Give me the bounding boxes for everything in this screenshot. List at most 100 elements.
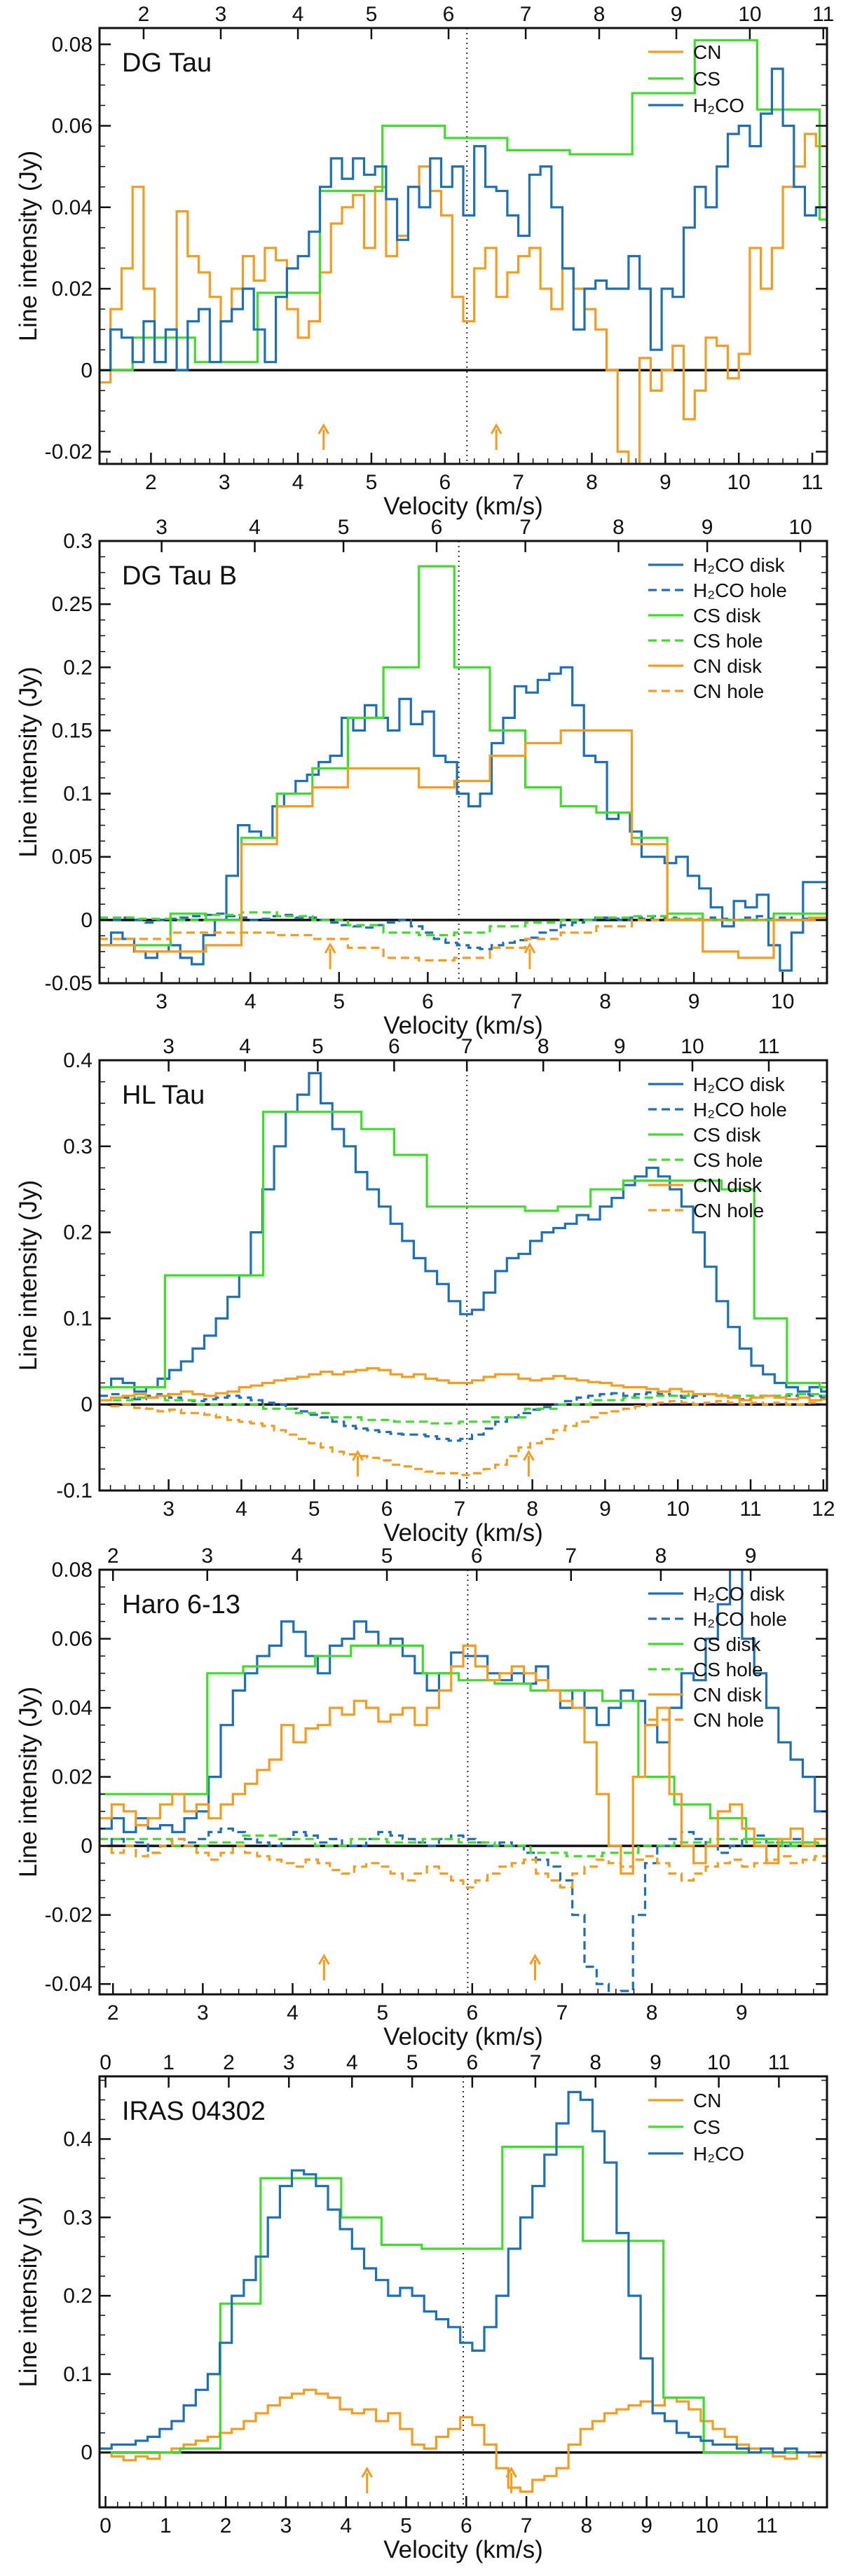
- series-line-h-co-disk: [100, 666, 826, 972]
- top-tick-label: 7: [519, 516, 531, 539]
- top-tick-label: 3: [215, 3, 227, 26]
- x-tick-label: 3: [163, 1498, 175, 1521]
- legend-label: H₂CO disk: [693, 1074, 786, 1095]
- velocity-arrow: [524, 943, 536, 969]
- series-line-cs: [100, 39, 827, 371]
- top-tick-label: 9: [671, 3, 683, 26]
- top-tick-label: 5: [312, 1035, 324, 1058]
- top-tick-label: 4: [346, 2051, 358, 2074]
- panel-title: Haro 6-13: [122, 1590, 240, 1619]
- x-tick-label: 7: [511, 990, 523, 1013]
- y-axis-label: Line intensity (Jy): [15, 2196, 42, 2387]
- top-tick-label: 11: [768, 2051, 790, 2074]
- x-tick-label: 8: [646, 2001, 658, 2025]
- legend-label: CS hole: [693, 1659, 763, 1680]
- series-line-cn-hole: [100, 1399, 827, 1477]
- y-tick-label: 0.2: [63, 1221, 93, 1245]
- x-tick-label: 5: [366, 471, 378, 494]
- y-tick-label: 0.2: [63, 2284, 93, 2308]
- top-tick-label: 5: [338, 516, 350, 539]
- top-tick-label: 9: [650, 2051, 662, 2074]
- x-tick-label: 2: [220, 2514, 232, 2537]
- y-tick-label: 0: [81, 1393, 93, 1416]
- y-axis-label: Line intensity (Jy): [15, 151, 42, 341]
- legend: H₂CO disk H₂CO hole CS disk CS hole CN disk C…: [648, 1074, 787, 1221]
- top-tick-label: 8: [655, 1544, 667, 1568]
- x-tick-label: 8: [581, 2514, 593, 2537]
- y-tick-label: -0.1: [56, 1479, 93, 1502]
- top-tick-label: 8: [589, 2051, 601, 2074]
- top-tick-label: 9: [702, 516, 713, 539]
- x-tick-label: 2: [107, 2001, 119, 2025]
- series-line-cn-disk: [100, 729, 827, 959]
- panel-title: DG Tau B: [122, 561, 237, 591]
- legend-label: CS disk: [693, 1633, 761, 1655]
- series-line-cs-hole: [100, 1834, 827, 1858]
- y-axis-label: Line intensity (Jy): [15, 1687, 42, 1877]
- top-tick-label: 3: [283, 2051, 295, 2074]
- y-tick-label: 0.4: [63, 2128, 93, 2151]
- y-tick-label: 0.1: [63, 783, 93, 806]
- x-tick-label: 10: [727, 471, 750, 494]
- series-line-cn-disk: [100, 1367, 827, 1402]
- top-tick-label: 2: [107, 1544, 119, 1568]
- x-tick-label: 4: [292, 471, 304, 494]
- x-tick-label: 8: [526, 1498, 538, 1521]
- y-tick-label: 0.15: [52, 719, 93, 742]
- top-tick-label: 10: [707, 2051, 730, 2074]
- legend-label: CN hole: [693, 1200, 764, 1221]
- velocity-arrow: [352, 1450, 364, 1477]
- legend-label: CS: [693, 2116, 720, 2138]
- legend-label: CN: [693, 2090, 721, 2111]
- y-tick-label: 0.06: [52, 1628, 93, 1651]
- legend-label: CS disk: [693, 1124, 761, 1146]
- velocity-arrow: [529, 1954, 541, 1980]
- series-line-h-co-hole: [100, 1391, 827, 1442]
- velocity-arrow: [490, 423, 502, 450]
- series-line-cn: [100, 2388, 827, 2493]
- x-tick-label: 11: [739, 1498, 761, 1521]
- x-tick-label: 9: [688, 990, 700, 1013]
- series-line-h-co-hole: [100, 1827, 827, 1994]
- legend: H₂CO disk H₂CO hole CS disk CS hole CN disk C…: [648, 554, 787, 702]
- top-tick-label: 3: [201, 1544, 213, 1568]
- y-tick-label: 0.05: [52, 846, 93, 869]
- x-tick-label: 10: [666, 1498, 690, 1521]
- top-tick-label: 1: [163, 2051, 175, 2074]
- series-line-h-co: [100, 2090, 827, 2454]
- x-tick-label: 8: [599, 990, 611, 1013]
- x-tick-label: 1: [160, 2514, 172, 2537]
- x-tick-label: 3: [280, 2514, 292, 2537]
- legend-label: H₂CO hole: [693, 1099, 787, 1121]
- chart-panel-2: 3 4 5 6 7 8 9 10 3 4 5 6 7 8 9 10 -0.05 0 0.05 0.1 0.15 0.2 0.…: [15, 516, 828, 1039]
- y-tick-label: 0.3: [63, 2206, 93, 2229]
- y-tick-label: 0.08: [52, 33, 93, 56]
- x-tick-label: 9: [736, 2001, 748, 2025]
- x-tick-label: 6: [466, 2001, 478, 2025]
- x-axis-label: Velocity (km/s): [383, 493, 543, 520]
- velocity-arrow: [523, 1450, 535, 1477]
- x-tick-label: 3: [197, 2001, 209, 2025]
- x-tick-label: 7: [453, 1498, 465, 1521]
- velocity-arrow: [361, 2467, 374, 2493]
- series-line-cs-disk: [100, 1644, 827, 1847]
- y-tick-label: -0.05: [45, 972, 93, 995]
- top-tick-label: 7: [461, 1035, 473, 1058]
- y-tick-label: 0: [81, 359, 93, 382]
- x-tick-label: 6: [381, 1498, 393, 1521]
- top-tick-label: 4: [249, 516, 261, 539]
- x-tick-label: 5: [400, 2514, 412, 2537]
- legend-label: CN hole: [693, 1709, 764, 1731]
- y-tick-label: 0.1: [63, 2363, 93, 2386]
- series-line-cn: [100, 132, 827, 464]
- x-tick-label: 11: [756, 2514, 778, 2537]
- y-tick-label: 0: [81, 1835, 93, 1858]
- top-tick-label: 3: [156, 516, 167, 539]
- x-tick-label: 10: [695, 2514, 718, 2537]
- series-line-cs: [100, 2146, 825, 2454]
- top-tick-label: 10: [788, 516, 812, 539]
- y-tick-label: 0: [81, 909, 93, 932]
- legend-label: CN disk: [693, 655, 763, 677]
- top-tick-label: 2: [223, 2051, 235, 2074]
- y-tick-label: 0: [81, 2441, 93, 2465]
